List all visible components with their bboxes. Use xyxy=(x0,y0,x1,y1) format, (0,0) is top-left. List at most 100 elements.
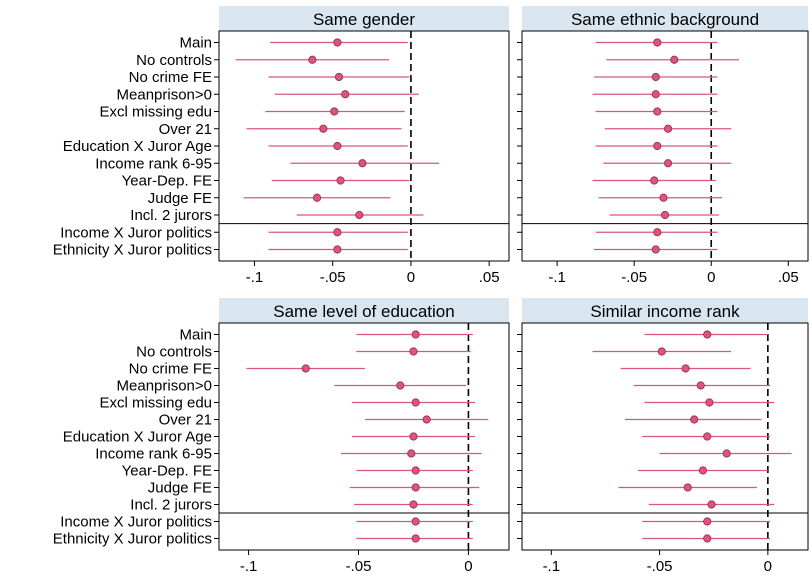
panel-title: Same ethnic background xyxy=(571,10,759,29)
point-estimate xyxy=(407,449,416,458)
point-estimate xyxy=(411,398,420,407)
point-estimate xyxy=(703,534,712,543)
panel-header xyxy=(522,298,808,323)
point-estimate xyxy=(705,398,714,407)
row-label: No crime FE xyxy=(129,361,212,378)
row-label: Income rank 6-95 xyxy=(95,446,212,463)
point-estimate xyxy=(333,38,342,47)
point-estimate xyxy=(683,483,692,492)
point-estimate xyxy=(355,210,364,220)
x-tick-label: -.05 xyxy=(647,558,673,575)
row-label: Incl. 2 jurors xyxy=(130,207,212,224)
point-estimate xyxy=(659,193,668,202)
row-label: No controls xyxy=(136,52,212,69)
row-label: Meanprison>0 xyxy=(117,378,212,395)
point-estimate xyxy=(650,176,659,185)
x-tick-label: -.1 xyxy=(246,269,264,286)
row-label: Over 21 xyxy=(159,121,212,138)
point-estimate xyxy=(722,449,731,458)
point-estimate xyxy=(301,364,310,373)
point-estimate xyxy=(336,176,345,185)
x-tick-label: -.05 xyxy=(621,269,647,286)
panel-title: Same gender xyxy=(313,10,415,29)
point-estimate xyxy=(411,330,420,339)
point-estimate xyxy=(330,107,339,116)
point-estimate xyxy=(653,107,662,116)
row-label: Incl. 2 jurors xyxy=(130,497,212,514)
point-estimate xyxy=(696,381,705,390)
panel-title: Similar income rank xyxy=(590,302,740,321)
point-estimate xyxy=(681,364,690,373)
x-tick-label: .05 xyxy=(778,269,799,286)
row-label: Year-Dep. FE xyxy=(122,173,212,190)
x-tick-label: 0 xyxy=(464,558,472,575)
row-label: Excl missing edu xyxy=(99,104,212,121)
point-estimate xyxy=(670,55,679,64)
point-estimate xyxy=(703,517,712,526)
row-label: No controls xyxy=(136,344,212,361)
x-tick-label: -.05 xyxy=(346,558,372,575)
x-tick-label: -.1 xyxy=(240,558,258,575)
panel-header xyxy=(522,6,808,31)
panel-header xyxy=(219,6,509,31)
x-tick-label: 0 xyxy=(407,269,415,286)
panel-1: Same ethnic background -.1 -.05 0 .05 xyxy=(517,6,809,286)
point-estimate xyxy=(653,228,662,237)
row-label: Ethnicity X Juror politics xyxy=(53,531,212,548)
x-tick-label: -.1 xyxy=(548,269,566,286)
point-estimate xyxy=(660,210,670,220)
point-estimate xyxy=(422,415,431,424)
point-estimate xyxy=(698,466,707,475)
point-estimate xyxy=(409,432,418,441)
point-estimate xyxy=(333,228,342,237)
point-estimate xyxy=(663,124,673,133)
panel-3: Similar income rank -.1 -.05 0 xyxy=(517,298,809,575)
point-estimate xyxy=(409,347,418,356)
row-label: Ethnicity X Juror politics xyxy=(53,242,212,259)
point-estimate xyxy=(651,90,660,99)
x-tick-label: 0 xyxy=(764,558,772,575)
row-label: Education X Juror Age xyxy=(63,138,212,155)
panel-header xyxy=(219,298,509,323)
row-label: Education X Juror Age xyxy=(63,429,212,446)
point-estimate xyxy=(411,517,420,526)
row-label: No crime FE xyxy=(129,69,212,86)
point-estimate xyxy=(333,141,342,151)
point-estimate xyxy=(690,415,699,424)
row-label: Income rank 6-95 xyxy=(95,155,212,172)
x-tick-label: -.1 xyxy=(543,558,561,575)
row-label: Judge FE xyxy=(148,480,212,497)
point-estimate xyxy=(651,72,660,82)
point-estimate xyxy=(333,245,342,254)
point-estimate xyxy=(308,55,317,64)
point-estimate xyxy=(653,38,662,47)
row-label: Income X Juror politics xyxy=(60,224,212,241)
x-tick-label: .05 xyxy=(479,269,500,286)
x-tick-label: 0 xyxy=(707,269,715,286)
point-estimate xyxy=(703,330,712,339)
point-estimate xyxy=(411,534,420,543)
row-label: Main xyxy=(179,35,212,52)
point-estimate xyxy=(334,72,344,82)
row-label: Over 21 xyxy=(159,412,212,429)
point-estimate xyxy=(409,500,418,509)
point-estimate xyxy=(411,466,420,475)
row-label: Main xyxy=(179,327,212,344)
point-estimate xyxy=(703,432,712,441)
row-label: Excl missing edu xyxy=(99,395,212,412)
point-estimate xyxy=(411,483,420,492)
point-estimate xyxy=(653,141,662,151)
point-estimate xyxy=(312,193,322,202)
row-label: Judge FE xyxy=(148,190,212,207)
point-estimate xyxy=(663,159,673,168)
point-estimate xyxy=(319,124,328,133)
point-estimate xyxy=(358,159,367,168)
row-label: Year-Dep. FE xyxy=(122,463,212,480)
point-estimate xyxy=(651,245,660,254)
x-tick-label: -.05 xyxy=(320,269,346,286)
row-label: Income X Juror politics xyxy=(60,514,212,531)
point-estimate xyxy=(657,347,666,356)
